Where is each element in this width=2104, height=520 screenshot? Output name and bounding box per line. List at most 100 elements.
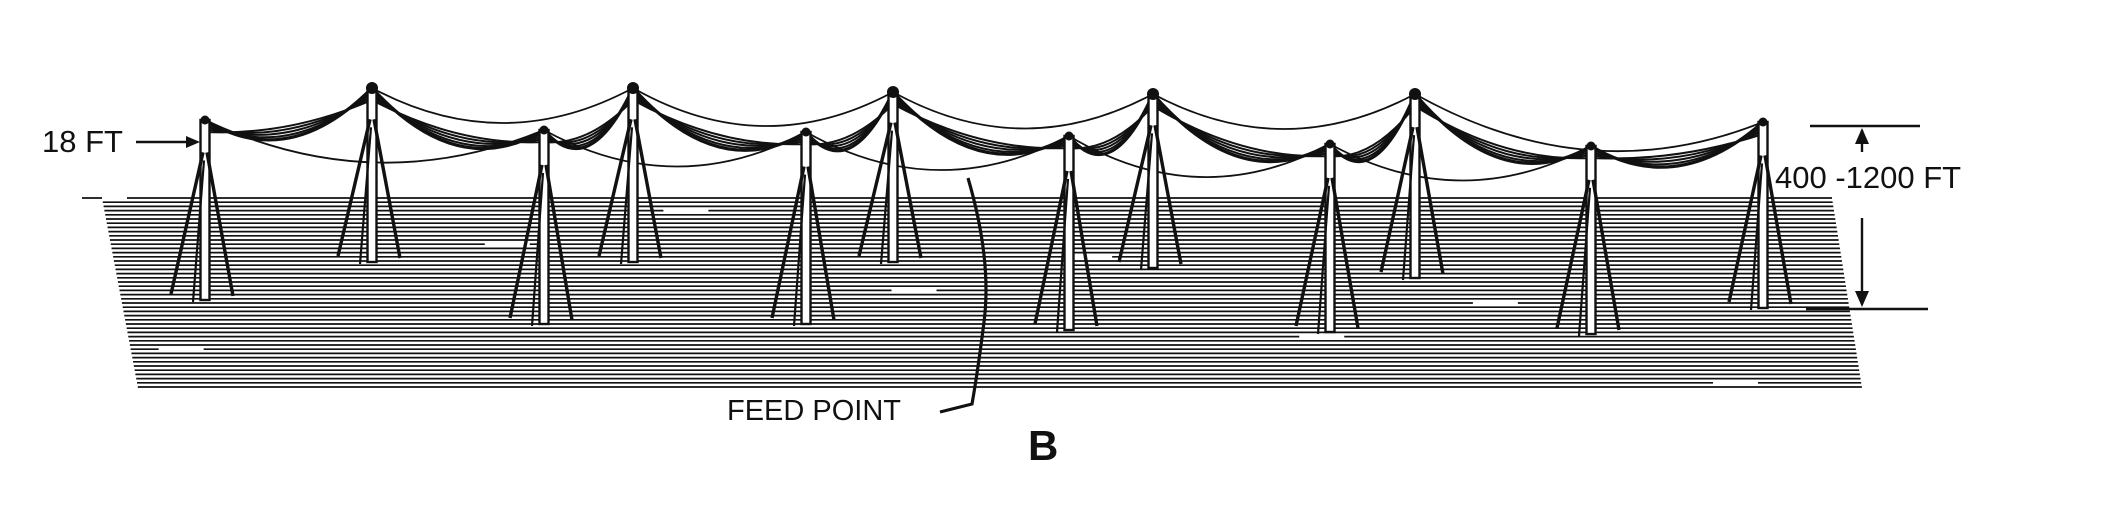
mast-cap bbox=[1325, 139, 1335, 149]
mast-cap bbox=[1147, 88, 1159, 100]
antenna-wire bbox=[632, 99, 807, 146]
mast-post bbox=[366, 86, 378, 264]
mast-leg bbox=[1139, 133, 1154, 271]
mast-leg bbox=[1069, 170, 1099, 327]
antenna-wire bbox=[1329, 102, 1416, 158]
antenna-wire bbox=[632, 87, 894, 127]
antenna-wire bbox=[1152, 102, 1331, 158]
mast-leg bbox=[508, 164, 544, 319]
mast-leg bbox=[1727, 155, 1763, 303]
feed-line bbox=[939, 177, 988, 414]
mast-cap bbox=[887, 86, 899, 98]
mast-leg bbox=[792, 174, 807, 327]
mast-leg bbox=[1415, 126, 1445, 275]
mast-post bbox=[538, 128, 550, 326]
mast-cap bbox=[1064, 131, 1074, 141]
antenna-wire bbox=[1068, 105, 1154, 150]
mast-cap bbox=[539, 125, 549, 135]
antenna-wire bbox=[371, 87, 634, 124]
mast-leg bbox=[633, 119, 663, 259]
mast-leg bbox=[1153, 125, 1183, 265]
mast-leg bbox=[1033, 170, 1069, 325]
mast-leg bbox=[1763, 155, 1793, 305]
mast-cap bbox=[801, 127, 811, 137]
antenna-wire bbox=[1068, 102, 1154, 150]
antenna-wire bbox=[892, 103, 1070, 150]
antenna-wire bbox=[1414, 96, 1592, 162]
mast-leg bbox=[1379, 126, 1415, 273]
mast-leg bbox=[544, 164, 574, 321]
antenna-wire bbox=[805, 131, 1070, 171]
mast-post bbox=[1757, 120, 1769, 310]
antenna-wire bbox=[204, 96, 373, 134]
antenna-wire bbox=[1414, 102, 1592, 159]
mast-leg bbox=[1591, 179, 1621, 331]
feed-line-wire bbox=[939, 177, 988, 414]
mast-leg bbox=[1577, 187, 1592, 337]
mast-leg bbox=[806, 166, 836, 321]
antenna-wire bbox=[1329, 143, 1592, 182]
antenna-wire bbox=[1068, 135, 1331, 179]
span-arrowhead-up bbox=[1855, 128, 1869, 144]
mast-post bbox=[800, 130, 812, 326]
mast-cap bbox=[1586, 141, 1596, 151]
antenna-wire bbox=[1152, 105, 1331, 158]
mast-leg bbox=[619, 127, 634, 265]
mast-leg bbox=[879, 130, 894, 265]
antenna-wires bbox=[204, 86, 1765, 182]
height-arrowhead bbox=[186, 136, 200, 148]
antenna-wire bbox=[371, 99, 545, 144]
mast-cap bbox=[1409, 88, 1421, 100]
support-masts bbox=[169, 82, 1793, 337]
height-label: 18 FT bbox=[42, 124, 123, 159]
mast-cap bbox=[366, 82, 378, 94]
antenna-wire bbox=[632, 90, 807, 149]
mast-post bbox=[199, 118, 211, 302]
mast-cap bbox=[200, 115, 210, 125]
mast-leg bbox=[857, 122, 893, 257]
antenna-wire bbox=[1152, 93, 1416, 130]
antenna-wire bbox=[543, 96, 634, 144]
mast-cap bbox=[627, 82, 639, 94]
mast-cap bbox=[1758, 117, 1768, 127]
antenna-wire bbox=[805, 94, 894, 150]
span-arrowhead-down bbox=[1855, 291, 1869, 307]
mast-leg bbox=[191, 160, 206, 303]
antenna-wire bbox=[543, 129, 807, 168]
antenna-wire bbox=[892, 91, 1154, 130]
mast-leg bbox=[893, 122, 923, 259]
mast-leg bbox=[336, 118, 372, 257]
antenna-wire bbox=[204, 99, 373, 134]
mast-leg bbox=[1330, 177, 1360, 329]
mast-leg bbox=[1294, 177, 1330, 327]
mast-leg bbox=[1749, 163, 1764, 311]
mast-leg bbox=[1117, 124, 1153, 263]
mast-leg bbox=[1555, 179, 1591, 329]
mast-post bbox=[1585, 144, 1597, 336]
mast-leg bbox=[372, 119, 402, 259]
span-label: 400 -1200 FT bbox=[1775, 160, 1962, 195]
dimension-arrows bbox=[136, 124, 1928, 311]
mast-post bbox=[627, 86, 639, 264]
mast-post bbox=[887, 90, 899, 264]
mast-post bbox=[1324, 142, 1336, 334]
mast-post bbox=[1147, 92, 1159, 270]
antenna-wire bbox=[1590, 130, 1764, 161]
mast-leg bbox=[1316, 185, 1331, 335]
mast-leg bbox=[1055, 178, 1070, 333]
feed-point-label: FEED POINT bbox=[727, 395, 902, 427]
mast-leg bbox=[358, 127, 373, 265]
figure-label: B bbox=[1028, 422, 1059, 469]
mast-leg bbox=[1401, 135, 1416, 281]
mast-leg bbox=[169, 152, 205, 295]
mast-leg bbox=[597, 118, 633, 257]
antenna-wire bbox=[1414, 105, 1592, 160]
mast-leg bbox=[205, 152, 235, 297]
antenna-wire bbox=[805, 103, 894, 146]
mast-leg bbox=[530, 172, 545, 327]
antenna-wire bbox=[892, 94, 1070, 153]
mast-post bbox=[1063, 134, 1075, 332]
antenna-wire bbox=[1329, 105, 1416, 158]
